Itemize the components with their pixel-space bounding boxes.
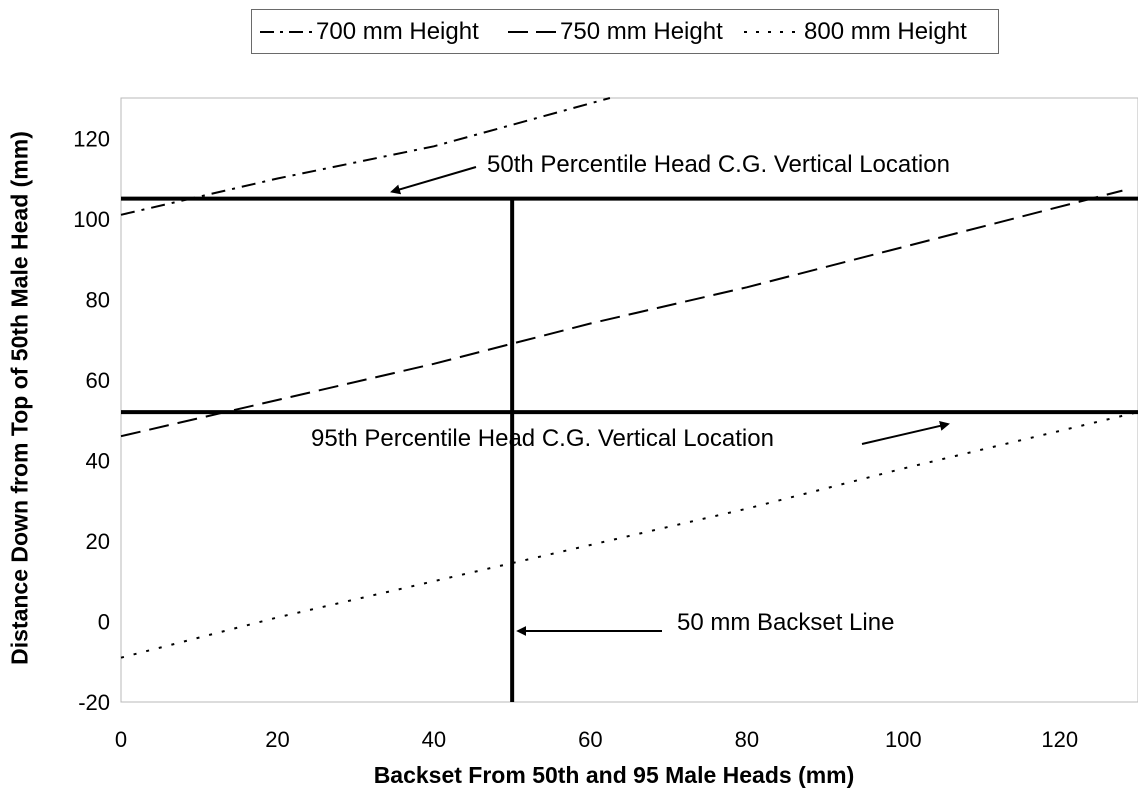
- legend-swatch-dash-dot: [260, 30, 314, 33]
- y-tick-label: 80: [86, 287, 110, 312]
- legend-item-750: 750 mm Height: [506, 10, 723, 53]
- series-line-dashed: [120, 189, 1123, 438]
- annotation-50th-cg: 50th Percentile Head C.G. Vertical Locat…: [487, 151, 950, 178]
- x-tick-label: 20: [265, 727, 289, 752]
- x-tick-label: 0: [115, 727, 127, 752]
- legend-label-750: 750 mm Height: [560, 18, 723, 45]
- legend-swatch-dashed: [508, 30, 558, 33]
- y-tick-label: 0: [98, 609, 110, 634]
- x-tick-label: 80: [735, 727, 759, 752]
- legend-swatch-dotted: [744, 30, 802, 33]
- legend-label-800: 800 mm Height: [804, 18, 967, 45]
- legend-item-700: 700 mm Height: [258, 10, 479, 53]
- legend-item-800: 800 mm Height: [742, 10, 967, 53]
- y-tick-label: 40: [86, 448, 110, 473]
- x-tick-label: 40: [422, 727, 446, 752]
- legend: 700 mm Height 750 mm Height 800 mm Heigh…: [251, 9, 999, 54]
- series-line-dash-dot: [120, 97, 611, 216]
- y-axis-label-text: Distance Down from Top of 50th Male Head…: [6, 131, 33, 665]
- y-tick-label: 120: [73, 126, 110, 151]
- reference-lines: [121, 196, 1138, 702]
- x-tick-label: 60: [578, 727, 602, 752]
- y-tick-label: 100: [73, 207, 110, 232]
- x-tick-label: 100: [885, 727, 922, 752]
- x-axis-label: Backset From 50th and 95 Male Heads (mm): [373, 762, 855, 788]
- annotation-backset-line: 50 mm Backset Line: [677, 609, 895, 636]
- legend-label-700: 700 mm Height: [316, 18, 479, 45]
- arrow-50th-cg: [390, 166, 477, 195]
- y-tick-label: 60: [86, 368, 110, 393]
- y-tick-label: 20: [86, 529, 110, 554]
- annotation-95th-cg: 95th Percentile Head C.G. Vertical Locat…: [311, 425, 774, 452]
- series-layer: [120, 97, 1138, 659]
- annotation-arrows: [390, 166, 950, 636]
- arrow-95th-cg: [861, 421, 950, 445]
- y-tick-label: -20: [78, 690, 110, 715]
- series-line-dotted: [120, 411, 1138, 659]
- x-tick-label: 120: [1041, 727, 1078, 752]
